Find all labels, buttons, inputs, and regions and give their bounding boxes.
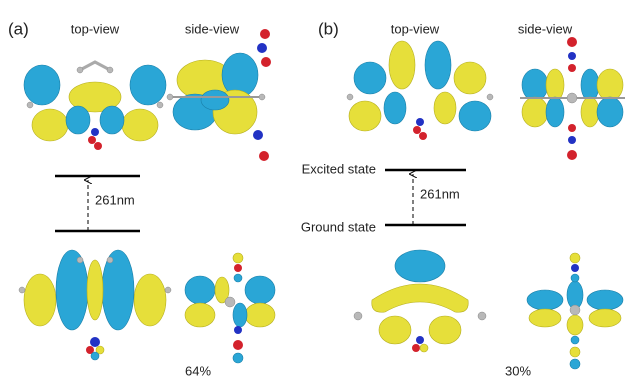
view-label: side-view	[518, 21, 573, 36]
orbital-b-top	[347, 41, 493, 140]
level-label: Excited state	[302, 161, 376, 176]
orbital-a-side	[167, 29, 271, 161]
orbital-b-bottom-side	[527, 253, 623, 369]
percentage: 30%	[505, 363, 531, 378]
panel-label: (a)	[8, 19, 29, 38]
percentage: 64%	[185, 363, 211, 378]
orbital-b-bottom-top	[354, 250, 486, 352]
panel-label: (b)	[318, 19, 339, 38]
view-label: side-view	[185, 21, 240, 36]
view-label: top-view	[71, 21, 120, 36]
transition-label: 261nm	[420, 186, 460, 201]
orbital-b-side	[520, 37, 625, 160]
figure: (a) top-view side-view (b) top-view side…	[0, 0, 635, 379]
view-label: top-view	[391, 21, 440, 36]
level-label: Ground state	[301, 219, 376, 234]
orbital-a-top	[24, 62, 166, 150]
transition-label: 261nm	[95, 192, 135, 207]
orbital-a-bottom-top	[19, 250, 171, 360]
orbital-a-bottom-side	[185, 253, 275, 363]
